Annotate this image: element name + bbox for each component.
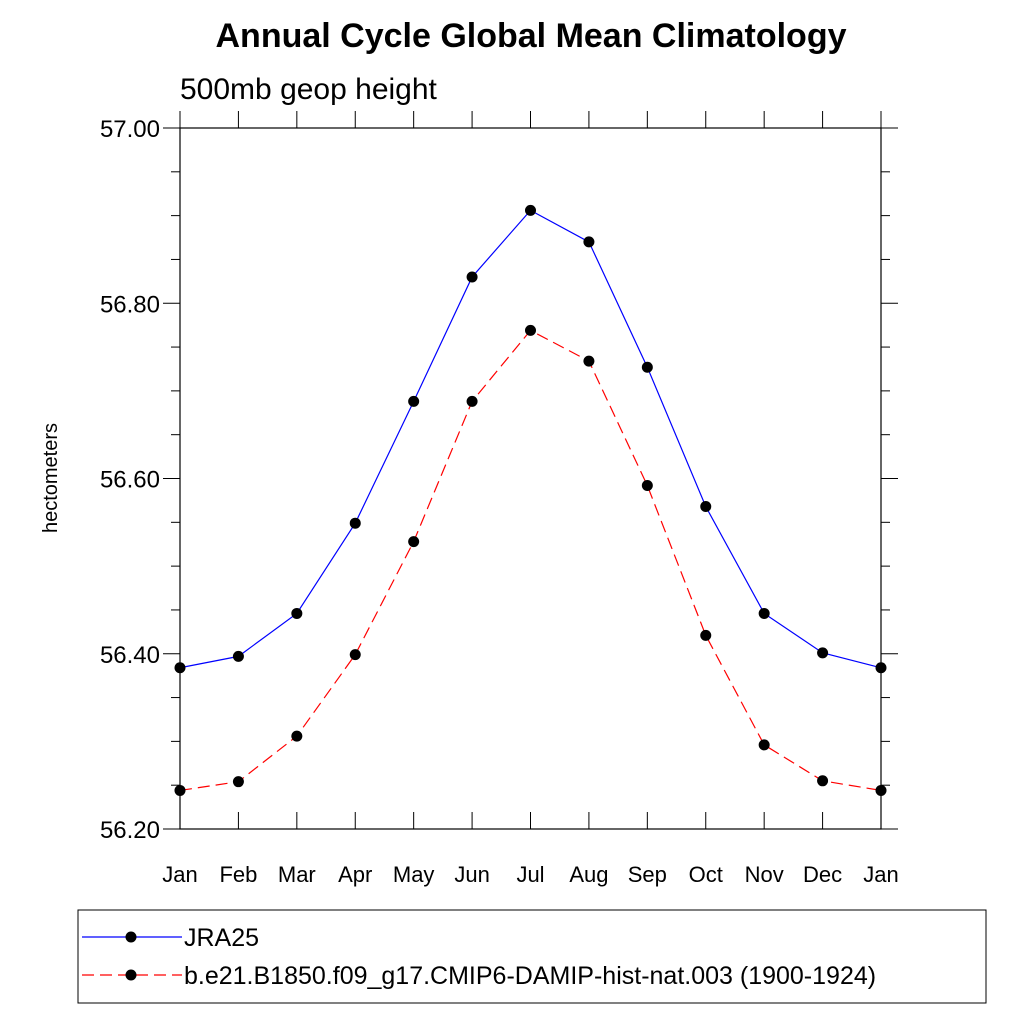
y-tick-label: 56.60 [100, 467, 160, 494]
x-tick-label: Oct [689, 862, 723, 887]
x-tick-label: Sep [628, 862, 667, 887]
series-1-point [875, 784, 887, 796]
series-1-point [291, 730, 303, 742]
series-0-point [291, 607, 303, 619]
series-0-point [875, 662, 887, 674]
series-1-point [525, 324, 536, 336]
y-tick-label: 56.80 [100, 291, 160, 318]
y-tick-label: 57.00 [100, 116, 160, 143]
x-tick-label: Apr [338, 862, 372, 887]
series-0-point [525, 204, 536, 216]
x-tick-label: Nov [745, 862, 784, 887]
x-tick-label: Jan [863, 862, 898, 887]
x-axis-ticks: Jan Feb Mar Apr May Jun Jul Aug Sep Oct Nov Dec Jan [162, 111, 899, 887]
x-tick-label: Mar [278, 862, 316, 887]
legend: JRA25 b.e21.B1850.f09_g17.CMIP6-DAMIP-his… [82, 924, 876, 990]
series-0-point [641, 361, 653, 373]
series-0-point [700, 501, 712, 513]
y-axis-ticks: 56.20 56.40 56.60 56.80 57.00 [100, 116, 898, 844]
legend-marker-1 [125, 969, 137, 981]
series-0-point [817, 647, 829, 659]
y-tick-label: 56.20 [100, 817, 160, 844]
legend-label-1: b.e21.B1850.f09_g17.CMIP6-DAMIP-hist-nat… [184, 962, 876, 990]
x-tick-label: Feb [219, 862, 257, 887]
series-0-point [408, 395, 420, 407]
legend-marker-0 [125, 931, 137, 943]
plot-area-frame [179, 127, 882, 830]
y-axis-label: hectometers [40, 423, 62, 533]
series-1-point [641, 480, 653, 492]
x-tick-label: Dec [803, 862, 842, 887]
series-1-point [408, 536, 420, 548]
series-1-point [349, 649, 361, 661]
series-0-point [758, 607, 770, 619]
series-1-point [817, 775, 829, 787]
x-tick-label: May [393, 862, 435, 887]
legend-label-0: JRA25 [184, 924, 259, 952]
series-1-point [583, 355, 595, 367]
series-0-point [349, 517, 361, 529]
series-0-point [232, 650, 244, 662]
series-layer [174, 204, 887, 796]
x-tick-label: Jul [516, 862, 544, 887]
series-1-point [174, 784, 186, 796]
series-line-0 [179, 209, 882, 669]
series-1-point [466, 395, 478, 407]
y-tick-label: 56.40 [100, 642, 160, 669]
series-line-1 [179, 329, 882, 792]
series-0-point [174, 662, 186, 674]
series-0-point [583, 236, 595, 248]
series-1-point [700, 629, 712, 641]
legend-box [77, 909, 987, 1004]
series-1-point [232, 776, 244, 788]
series-1-point [758, 739, 770, 751]
chart-subtitle: 500mb geop height [180, 73, 438, 106]
chart-title: Annual Cycle Global Mean Climatology [216, 17, 847, 55]
x-tick-label: Aug [569, 862, 608, 887]
x-tick-label: Jun [454, 862, 489, 887]
series-0-point [466, 271, 478, 283]
x-tick-label: Jan [162, 862, 197, 887]
